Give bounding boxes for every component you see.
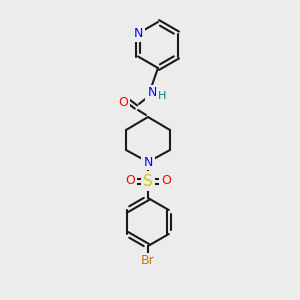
- Text: N: N: [143, 155, 153, 169]
- Text: N: N: [147, 86, 157, 100]
- Text: O: O: [161, 175, 171, 188]
- Text: Br: Br: [141, 254, 155, 268]
- Text: N: N: [134, 27, 143, 40]
- Text: S: S: [143, 173, 153, 188]
- Text: H: H: [158, 91, 166, 101]
- Text: O: O: [118, 97, 128, 110]
- Text: O: O: [125, 175, 135, 188]
